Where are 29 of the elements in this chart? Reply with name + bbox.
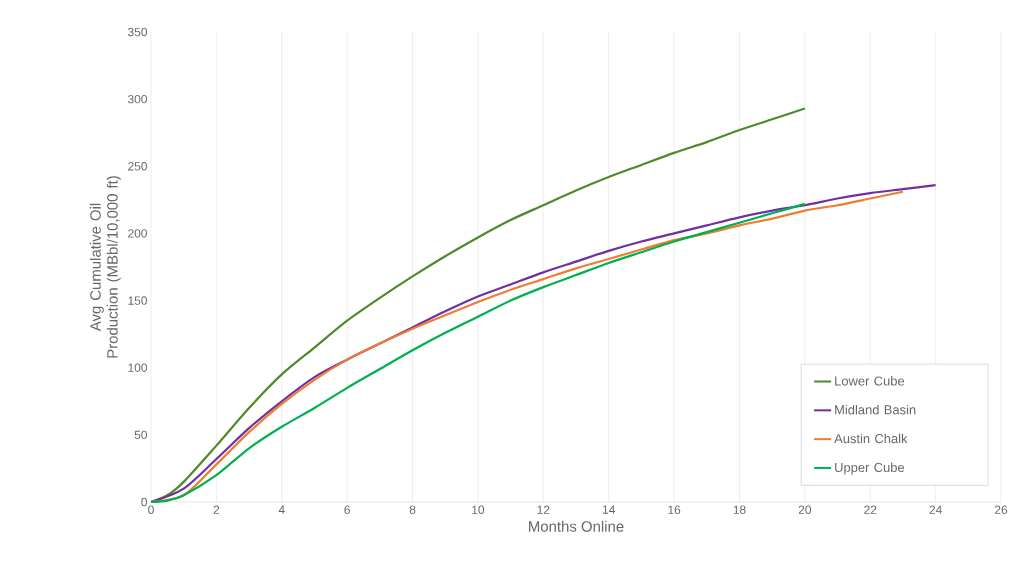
y-tick-label: 200 [128,229,148,238]
x-tick-label: 0 [148,505,154,514]
x-tick-label: 8 [409,505,416,514]
y-tick-label: 250 [128,162,148,171]
y-tick-label: 300 [127,94,148,104]
x-tick-label: 18 [733,505,746,514]
y-tick-label: 150 [128,296,148,305]
legend-label: Austin Chalk [834,433,908,444]
y-axis-title: Avg Cumulative Oil Production (MBbl/10,000 ft) [89,176,121,358]
x-tick-label: 22 [864,505,877,514]
x-tick-label: 14 [602,505,615,514]
x-tick-label: 10 [472,505,485,514]
x-tick-label: 12 [537,505,550,514]
x-tick-label: 16 [668,505,681,514]
x-tick-label: 20 [798,505,812,514]
y-tick-label: 100 [128,363,148,372]
y-tick-label: 0 [141,497,148,507]
line-series [149,202,806,504]
legend-label: Upper Cube [835,462,905,475]
x-axis-title: Months Online [529,520,624,532]
x-tick-label: 2 [213,505,220,514]
legend-label: Midland Basin [835,404,916,415]
y-tick-label: 350 [127,27,148,37]
legend-label: Lower Cube [835,376,905,386]
x-tick-label: 24 [929,505,942,514]
x-tick-label: 4 [278,505,285,514]
y-tick-label: 50 [134,430,148,440]
x-tick-label: 6 [344,505,350,514]
x-tick-label: 26 [994,505,1008,514]
